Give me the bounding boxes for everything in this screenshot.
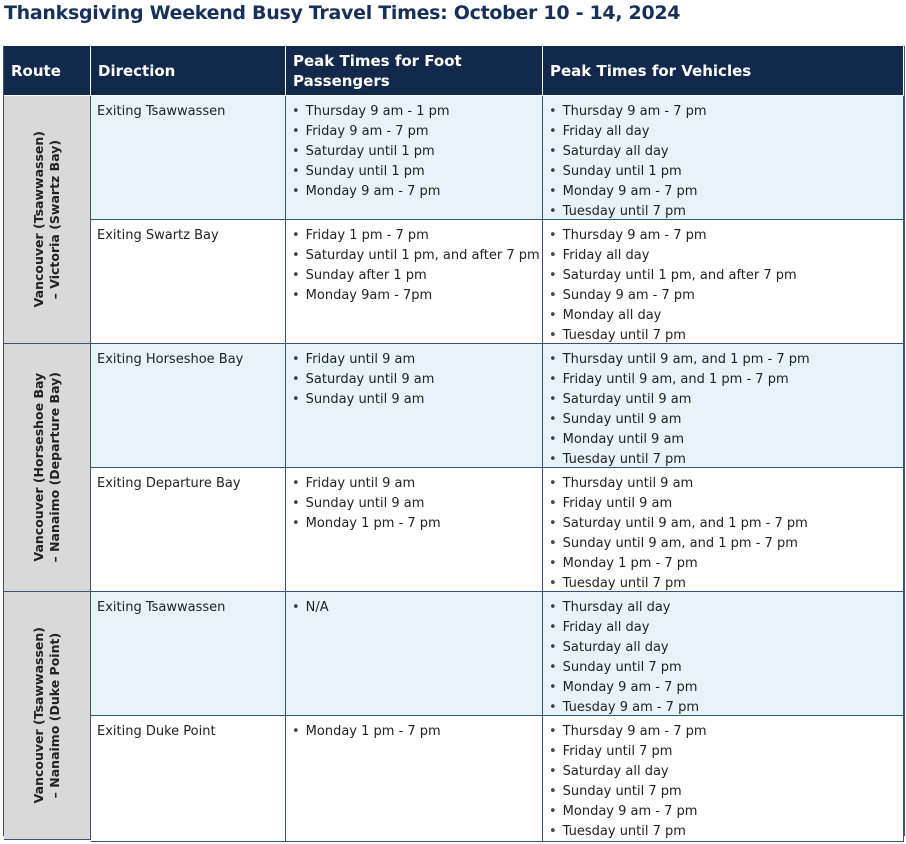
time-item: Saturday until 9 am [292,370,536,390]
time-item: N/A [292,598,536,618]
foot-cell: Friday 1 pm - 7 pmSaturday until 1 pm, a… [286,220,543,344]
time-item: Monday 1 pm - 7 pm [549,554,897,574]
time-item: Sunday after 1 pm [292,266,536,286]
time-item: Thursday 9 am - 1 pm [292,102,536,122]
time-item: Friday all day [549,122,897,142]
time-item: Monday 9 am - 7 pm [549,802,897,822]
route-cell: Vancouver (Horseshoe Bay – Nanaimo (Depar… [4,344,91,592]
time-item: Sunday until 9 am [292,390,536,410]
time-item: Monday all day [549,306,897,326]
time-item: Monday 9am - 7pm [292,286,536,306]
time-item: Saturday all day [549,762,897,782]
time-item: Sunday until 7 pm [549,658,897,678]
direction-cell: Exiting Tsawwassen [91,96,286,220]
time-item: Thursday until 9 am, and 1 pm - 7 pm [549,350,897,370]
column-header: Peak Times for Vehicles [543,46,904,96]
foot-cell: Monday 1 pm - 7 pm [286,716,543,842]
time-item: Monday 9 am - 7 pm [549,678,897,698]
time-item: Thursday 9 am - 7 pm [549,226,897,246]
time-item: Friday 1 pm - 7 pm [292,226,536,246]
time-item: Saturday until 1 pm, and after 7 pm [549,266,897,286]
vehicles-cell: Thursday until 9 amFriday until 9 amSatu… [543,468,904,592]
route-name-line: Vancouver (Horseshoe Bay [31,373,46,562]
time-item: Saturday until 1 pm [292,142,536,162]
time-item: Sunday until 1 pm [292,162,536,182]
route-name: Vancouver (Tsawwassen) – Nanaimo (Duke Po… [31,627,63,803]
time-item: Tuesday until 7 pm [549,326,897,346]
route-name-line: – Nanaimo (Duke Point) [47,632,62,799]
time-item: Tuesday until 7 pm [549,574,897,594]
time-item: Friday until 9 am [292,474,536,494]
time-item: Sunday 9 am - 7 pm [549,286,897,306]
time-item: Friday 9 am - 7 pm [292,122,536,142]
direction-cell: Exiting Departure Bay [91,468,286,592]
time-item: Monday 9 am - 7 pm [292,182,536,202]
vehicles-cell: Thursday 9 am - 7 pmFriday all daySaturd… [543,96,904,220]
vehicles-cell: Thursday until 9 am, and 1 pm - 7 pmFrid… [543,344,904,468]
time-item: Friday all day [549,246,897,266]
time-item: Friday until 9 am [292,350,536,370]
column-header: Peak Times for Foot Passengers [286,46,543,96]
time-item: Sunday until 9 am, and 1 pm - 7 pm [549,534,897,554]
time-item: Tuesday until 7 pm [549,202,897,222]
time-item: Monday 1 pm - 7 pm [292,514,536,534]
column-header: Route [4,46,91,96]
time-item: Monday 1 pm - 7 pm [292,722,536,742]
vehicles-cell: Thursday 9 am - 7 pmFriday all daySaturd… [543,220,904,344]
foot-cell: Friday until 9 amSunday until 9 amMonday… [286,468,543,592]
route-name-line: Vancouver (Tsawwassen) [31,627,46,804]
time-item: Sunday until 9 am [549,410,897,430]
time-item: Saturday until 9 am, and 1 pm - 7 pm [549,514,897,534]
route-name-line: – Nanaimo (Departure Bay) [47,372,62,563]
time-item: Monday until 9 am [549,430,897,450]
direction-cell: Exiting Swartz Bay [91,220,286,344]
time-item: Tuesday 9 am - 7 pm [549,698,897,718]
route-name: Vancouver (Horseshoe Bay – Nanaimo (Depar… [31,372,63,563]
vehicles-cell: Thursday all dayFriday all daySaturday a… [543,592,904,716]
time-item: Thursday 9 am - 7 pm [549,722,897,742]
column-header: Direction [91,46,286,96]
time-item: Friday until 7 pm [549,742,897,762]
direction-cell: Exiting Duke Point [91,716,286,842]
vehicles-cell: Thursday 9 am - 7 pmFriday until 7 pmSat… [543,716,904,842]
time-item: Saturday until 9 am [549,390,897,410]
direction-cell: Exiting Tsawwassen [91,592,286,716]
time-item: Saturday all day [549,142,897,162]
time-item: Thursday 9 am - 7 pm [549,102,897,122]
route-name-line: – Victoria (Swartz Bay) [47,139,62,300]
direction-cell: Exiting Horseshoe Bay [91,344,286,468]
time-item: Thursday all day [549,598,897,618]
time-item: Sunday until 9 am [292,494,536,514]
title: Thanksgiving Weekend Busy Travel Times: … [4,2,681,24]
foot-cell: N/A [286,592,543,716]
time-item: Saturday all day [549,638,897,658]
time-item: Friday until 9 am [549,494,897,514]
time-item: Friday all day [549,618,897,638]
time-item: Sunday until 7 pm [549,782,897,802]
route-cell: Vancouver (Tsawwassen) – Nanaimo (Duke Po… [4,592,91,840]
time-item: Sunday until 1 pm [549,162,897,182]
route-name-line: Vancouver (Tsawwassen) [31,131,46,308]
foot-cell: Thursday 9 am - 1 pmFriday 9 am - 7 pmSa… [286,96,543,220]
time-item: Tuesday until 7 pm [549,450,897,470]
time-item: Thursday until 9 am [549,474,897,494]
time-item: Friday until 9 am, and 1 pm - 7 pm [549,370,897,390]
time-item: Tuesday until 7 pm [549,822,897,842]
time-item: Saturday until 1 pm, and after 7 pm [292,246,540,266]
route-name: Vancouver (Tsawwassen) – Victoria (Swartz… [31,131,63,307]
time-item: Monday 9 am - 7 pm [549,182,897,202]
foot-cell: Friday until 9 amSaturday until 9 amSund… [286,344,543,468]
route-cell: Vancouver (Tsawwassen) – Victoria (Swartz… [4,96,91,344]
